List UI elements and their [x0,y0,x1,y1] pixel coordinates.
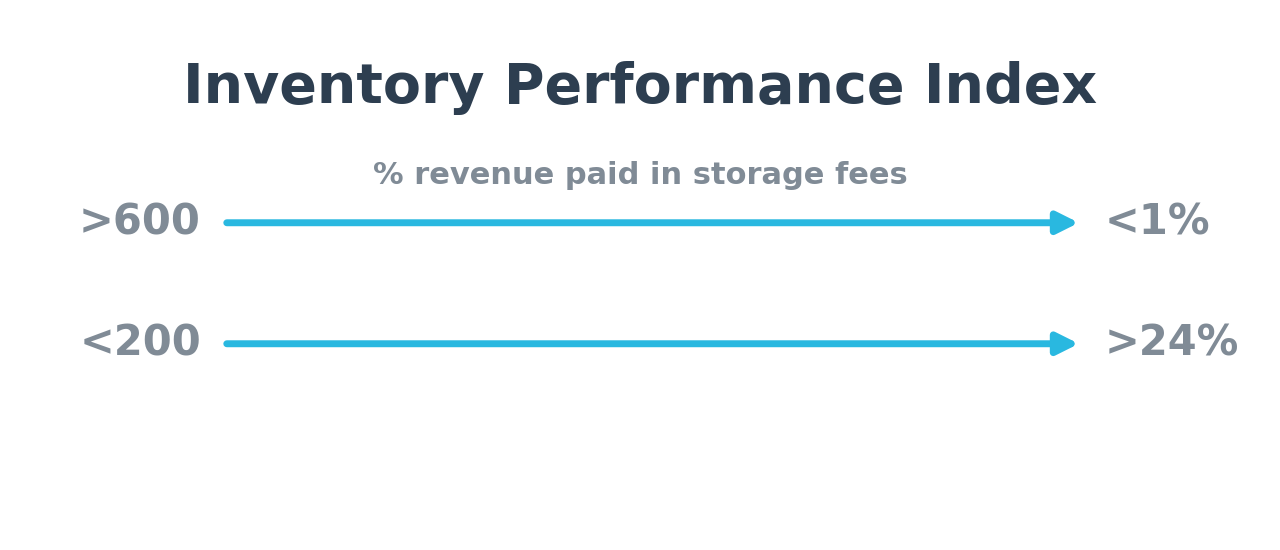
Text: <1%: <1% [1105,202,1211,244]
Text: >600: >600 [79,202,201,244]
Text: >24%: >24% [1105,323,1239,365]
Text: <200: <200 [79,323,201,365]
Text: Inventory Performance Index: Inventory Performance Index [183,61,1097,115]
Text: % revenue paid in storage fees: % revenue paid in storage fees [372,162,908,190]
